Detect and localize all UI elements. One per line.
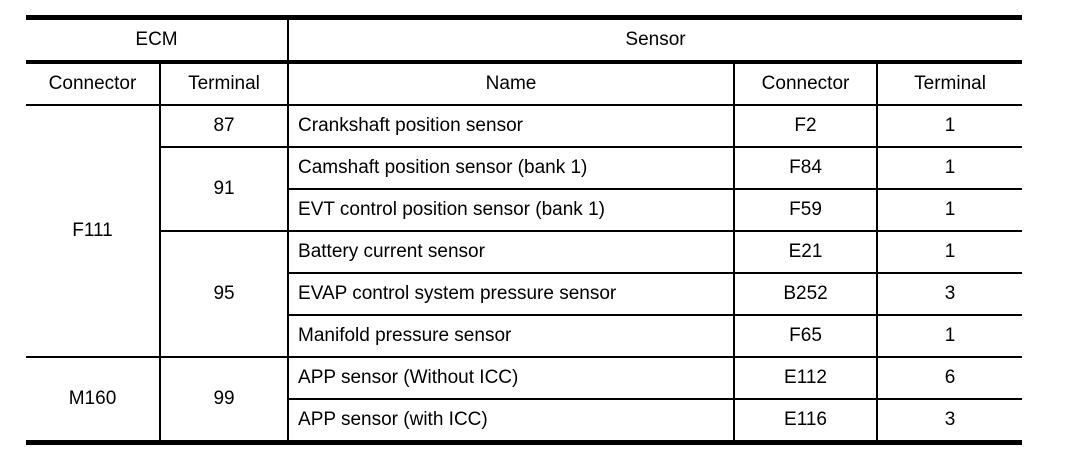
- table-row: EVT control position sensor (bank 1) F59…: [26, 188, 1023, 232]
- table-row: Manifold pressure sensor F65 1: [26, 314, 1023, 358]
- cell-sensor-connector: E112: [733, 356, 879, 400]
- cell-ecm-terminal: 87: [158, 104, 290, 148]
- cell-sensor-name: APP sensor (Without ICC): [287, 356, 736, 400]
- cell-sensor-name: APP sensor (with ICC): [287, 398, 736, 444]
- cell-sensor-connector: F65: [733, 314, 879, 358]
- cell-sensor-terminal: 1: [876, 314, 1023, 358]
- cell-sensor-connector: E21: [733, 230, 879, 274]
- cell-ecm-terminal: 91: [158, 146, 290, 232]
- header-sensor-connector: Connector: [733, 61, 879, 106]
- header-sensor-terminal: Terminal: [876, 61, 1023, 106]
- cell-sensor-connector: E116: [733, 398, 879, 444]
- cell-sensor-name: Camshaft position sensor (bank 1): [287, 146, 736, 190]
- table-row: APP sensor (with ICC) E116 3: [26, 398, 1023, 444]
- cell-sensor-terminal: 1: [876, 104, 1023, 148]
- cell-sensor-terminal: 1: [876, 146, 1023, 190]
- cell-sensor-connector: F59: [733, 188, 879, 232]
- header-ecm-terminal: Terminal: [158, 61, 290, 106]
- cell-ecm-connector: M160: [26, 356, 161, 444]
- cell-ecm-terminal: 99: [158, 356, 290, 444]
- ecm-group-header: ECM: [26, 16, 290, 64]
- cell-sensor-connector: B252: [733, 272, 879, 316]
- cell-sensor-name: Manifold pressure sensor: [287, 314, 736, 358]
- ecm-sensor-table: ECM Sensor Connector Terminal Name Conne…: [26, 15, 1023, 445]
- table-row: M160 99 APP sensor (Without ICC) E112 6: [26, 356, 1023, 444]
- cell-sensor-connector: F2: [733, 104, 879, 148]
- table-row: F111 87 Crankshaft position sensor F2 1: [26, 104, 1023, 358]
- cell-sensor-connector: F84: [733, 146, 879, 190]
- cell-sensor-terminal: 6: [876, 356, 1023, 400]
- cell-sensor-terminal: 3: [876, 398, 1023, 444]
- column-header-row: Connector Terminal Name Connector Termin…: [26, 61, 1023, 106]
- cell-sensor-name: EVAP control system pressure sensor: [287, 272, 736, 316]
- cell-ecm-terminal: 95: [158, 230, 290, 358]
- cell-sensor-name: EVT control position sensor (bank 1): [287, 188, 736, 232]
- header-ecm-connector: Connector: [26, 61, 161, 106]
- cell-sensor-terminal: 3: [876, 272, 1023, 316]
- cell-sensor-name: Crankshaft position sensor: [287, 104, 736, 148]
- sensor-group-header: Sensor: [287, 16, 1023, 64]
- cell-sensor-terminal: 1: [876, 230, 1023, 274]
- table-row: 95 Battery current sensor E21 1: [26, 230, 1023, 358]
- header-sensor-name: Name: [287, 61, 736, 106]
- group-header-row: ECM Sensor: [26, 16, 1023, 64]
- table-row: 91 Camshaft position sensor (bank 1) F84…: [26, 146, 1023, 232]
- cell-sensor-name: Battery current sensor: [287, 230, 736, 274]
- cell-sensor-terminal: 1: [876, 188, 1023, 232]
- cell-ecm-connector: F111: [26, 104, 161, 358]
- table-row: EVAP control system pressure sensor B252…: [26, 272, 1023, 316]
